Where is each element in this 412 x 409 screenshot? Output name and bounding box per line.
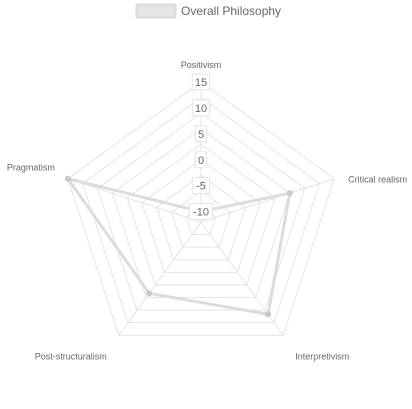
radial-tick-labels: 15 10 5 0 -5 -10 <box>188 73 214 221</box>
tick-label-box <box>188 203 214 221</box>
tick-label: -10 <box>193 207 209 219</box>
tick-label: 15 <box>195 77 207 89</box>
axis-label: Pragmatism <box>7 163 55 173</box>
tick-label: 5 <box>198 129 204 141</box>
legend-label[interactable]: Overall Philosophy <box>181 4 281 18</box>
radar-grid <box>67 81 335 336</box>
axis-label: Post-structuralism <box>35 351 107 361</box>
tick-label-box <box>194 125 208 143</box>
grid-ring <box>82 96 320 324</box>
grid-ring <box>141 159 261 273</box>
series-line <box>66 177 292 316</box>
axis-spoke <box>118 221 202 336</box>
tick-label-box <box>191 177 211 195</box>
data-point[interactable] <box>64 175 71 182</box>
grid-ring <box>170 190 232 248</box>
grid-ring <box>185 205 217 236</box>
grid-ring <box>126 143 276 286</box>
axis-label: Interpretivism <box>295 351 349 361</box>
axis-label: Critical realism <box>348 175 407 185</box>
tick-label-box <box>191 73 211 91</box>
data-point[interactable] <box>286 190 293 197</box>
tick-label-box <box>191 99 211 117</box>
data-point[interactable] <box>146 290 153 297</box>
tick-label: 10 <box>195 103 207 115</box>
radar-series <box>64 175 293 318</box>
axis-spoke <box>67 178 202 223</box>
axis-label: Positivism <box>181 60 222 70</box>
chart-legend[interactable]: Overall Philosophy <box>135 3 281 19</box>
grid-ring <box>96 112 306 311</box>
axis-labels: Positivism Critical realism Interpretivism… <box>7 60 407 361</box>
data-point[interactable] <box>265 311 272 318</box>
grid-ring <box>111 128 291 299</box>
axis-spoke <box>200 178 335 223</box>
legend-swatch[interactable] <box>135 3 177 19</box>
grid-ring <box>67 81 335 336</box>
tick-label: 0 <box>198 155 204 167</box>
axis-spoke <box>200 221 284 336</box>
tick-label: -5 <box>196 181 206 193</box>
tick-label-box <box>194 151 208 169</box>
